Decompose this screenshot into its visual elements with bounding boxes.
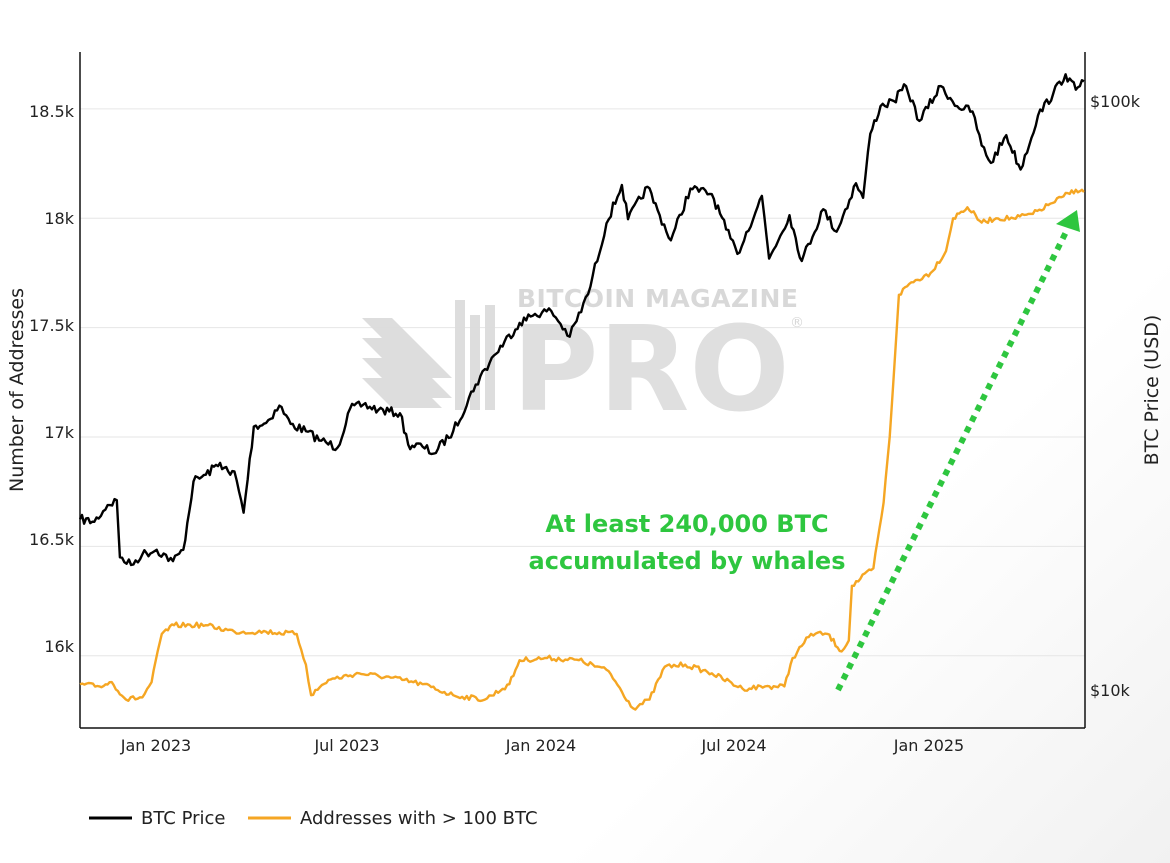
- watermark-main-text: PRO: [512, 300, 790, 438]
- y-left-tick-16k: 16k: [44, 637, 74, 656]
- annotation-arrow-line: [835, 226, 1071, 692]
- watermark-top-text: BITCOIN MAGAZINE: [517, 284, 798, 313]
- y-left-tick-18-5k: 18.5k: [29, 102, 75, 121]
- watermark-logo-icon: [362, 300, 495, 410]
- gridlines: [80, 108, 1085, 657]
- x-tick-jan-2023: Jan 2023: [120, 736, 191, 755]
- series-btc-price-line: [78, 73, 1085, 567]
- legend-label-btc-price: BTC Price: [141, 808, 226, 829]
- y-left-tick-17k: 17k: [44, 423, 74, 442]
- x-tick-jan-2025: Jan 2025: [893, 736, 964, 755]
- x-tick-jan-2024: Jan 2024: [505, 736, 576, 755]
- annotation-arrow: [835, 210, 1080, 692]
- x-tick-jul-2023: Jul 2023: [313, 736, 379, 755]
- y-right-ticks: $10k $100k: [1090, 92, 1141, 700]
- y-left-tick-16-5k: 16.5k: [29, 530, 75, 549]
- legend: BTC Price Addresses with > 100 BTC: [89, 808, 538, 829]
- x-ticks: Jan 2023 Jul 2023 Jan 2024 Jul 2024 Jan …: [120, 736, 964, 755]
- watermark-registered-mark: ®: [790, 315, 804, 331]
- series-addresses-line: [79, 188, 1085, 711]
- annotation-arrow-head-icon: [1056, 210, 1080, 232]
- annotation-line-1: At least 240,000 BTC: [545, 510, 828, 538]
- y-left-tick-18k: 18k: [44, 209, 74, 228]
- y-right-tick-100k: $100k: [1090, 92, 1141, 111]
- y-right-axis-title: BTC Price (USD): [1141, 315, 1163, 466]
- y-left-tick-17-5k: 17.5k: [29, 316, 75, 335]
- y-left-axis-title: Number of Addresses: [6, 288, 28, 492]
- watermark: BITCOIN MAGAZINE PRO ®: [362, 284, 804, 438]
- annotation-line-2: accumulated by whales: [529, 547, 846, 575]
- legend-label-addresses: Addresses with > 100 BTC: [300, 808, 538, 829]
- x-tick-jul-2024: Jul 2024: [700, 736, 766, 755]
- y-right-tick-10k: $10k: [1090, 681, 1131, 700]
- y-left-ticks: 16k 16.5k 17k 17.5k 18k 18.5k: [29, 102, 75, 656]
